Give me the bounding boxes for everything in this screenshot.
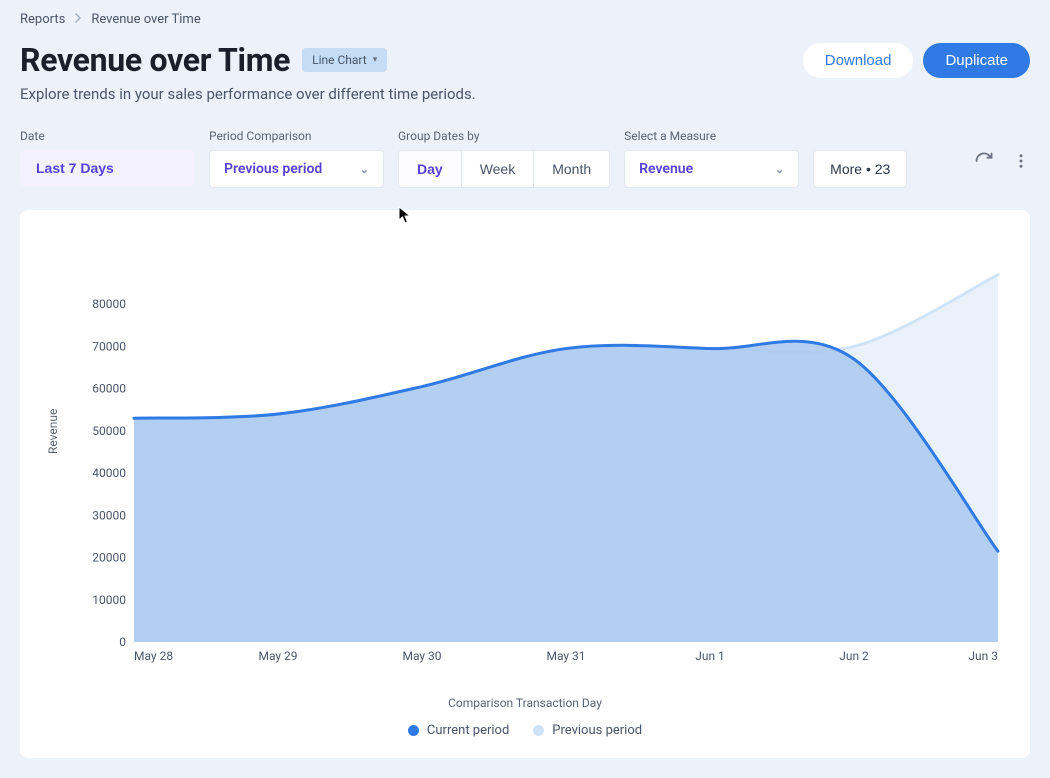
svg-text:May 28: May 28 [134,649,173,663]
legend-dot-current [408,725,419,736]
svg-text:Jun 1: Jun 1 [695,649,725,663]
svg-text:20000: 20000 [92,551,126,565]
svg-text:70000: 70000 [92,339,126,353]
svg-text:80000: 80000 [92,297,126,311]
filter-bar: Date Last 7 Days Period Comparison Previ… [20,129,1030,188]
spacer-label [813,129,907,143]
chart-type-selector[interactable]: Line Chart ▾ [302,48,387,72]
chevron-down-icon: ⌄ [775,163,784,176]
svg-text:Jun 3: Jun 3 [968,649,998,663]
breadcrumb-current: Revenue over Time [91,12,200,27]
measure-filter-label: Select a Measure [624,129,799,143]
refresh-icon[interactable] [974,151,994,171]
date-filter-button[interactable]: Last 7 Days [20,150,195,186]
legend-dot-previous [533,725,544,736]
page-subtitle: Explore trends in your sales performance… [20,85,1030,103]
svg-text:10000: 10000 [92,593,126,607]
svg-text:Jun 2: Jun 2 [839,649,869,663]
download-button[interactable]: Download [803,43,914,78]
duplicate-button[interactable]: Duplicate [923,43,1030,78]
group-option-month[interactable]: Month [534,151,609,187]
revenue-area-chart: 0 10000 20000 30000 40000 50000 60000 70000 8000… [78,244,1008,674]
breadcrumb-root[interactable]: Reports [20,12,65,27]
chart-legend: Current period Previous period [38,723,1012,738]
svg-text:40000: 40000 [92,466,126,480]
legend-current: Current period [408,723,509,738]
x-axis-title: Comparison Transaction Day [38,696,1012,710]
period-filter-dropdown[interactable]: Previous period ⌄ [209,150,384,188]
breadcrumb: Reports Revenue over Time [20,12,1030,27]
period-filter-value: Previous period [224,161,322,177]
page-title: Revenue over Time [20,41,290,79]
svg-text:May 30: May 30 [402,649,441,663]
y-axis-title: Revenue [46,409,60,454]
measure-filter-dropdown[interactable]: Revenue ⌄ [624,150,799,188]
legend-previous: Previous period [533,723,642,738]
svg-text:0: 0 [119,635,126,649]
legend-previous-label: Previous period [552,723,642,738]
group-filter-label: Group Dates by [398,129,610,143]
group-option-week[interactable]: Week [462,151,535,187]
legend-current-label: Current period [427,723,509,738]
more-filters-button[interactable]: More • 23 [813,150,907,188]
svg-text:May 31: May 31 [546,649,585,663]
svg-text:30000: 30000 [92,508,126,522]
date-filter-label: Date [20,129,195,143]
group-option-day[interactable]: Day [399,151,462,187]
svg-text:50000: 50000 [92,424,126,438]
measure-filter-value: Revenue [639,161,693,177]
svg-text:60000: 60000 [92,382,126,396]
group-dates-segmented: Day Week Month [398,150,610,188]
chevron-down-icon: ▾ [373,55,378,65]
more-options-icon[interactable] [1012,152,1030,170]
revenue-chart-card: Revenue 0 10000 20000 30000 40000 50000 60000 7… [20,210,1030,758]
chart-type-label: Line Chart [312,53,367,67]
svg-text:May 29: May 29 [258,649,297,663]
chevron-down-icon: ⌄ [360,163,369,176]
period-filter-label: Period Comparison [209,129,384,143]
chevron-right-icon [75,12,81,27]
